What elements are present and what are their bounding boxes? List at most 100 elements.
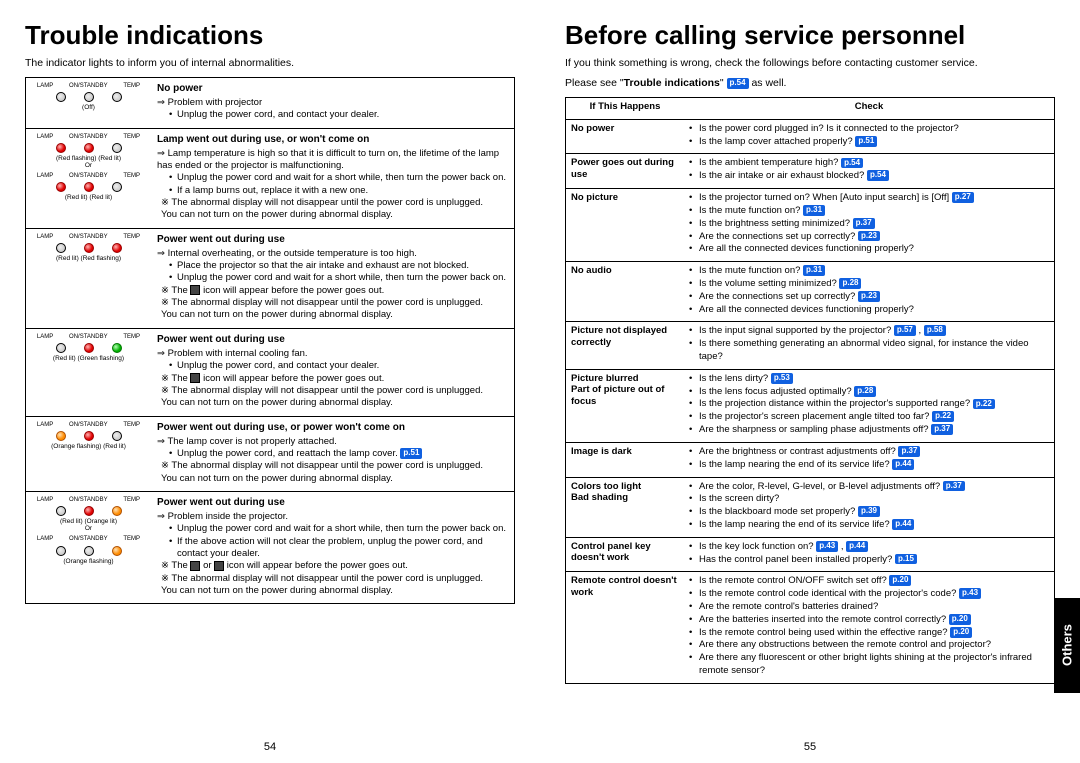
check-row: Image is dark Are the brightness or contr… — [566, 443, 1054, 478]
page-ref: p.15 — [895, 554, 917, 565]
check-row: Remote control doesn't work Is the remote… — [566, 572, 1054, 683]
indicator-cell: LAMPON/STANDBYTEMP(Red flashing) (Red li… — [26, 129, 151, 228]
row-title: Power went out during use — [157, 496, 508, 509]
check-item: Is there something generating an abnorma… — [689, 338, 1049, 364]
trouble-row: LAMPON/STANDBYTEMP(Red lit) (Green flash… — [26, 329, 514, 417]
check-item: Has the control panel been installed pro… — [689, 554, 1049, 567]
led-red-icon — [56, 143, 66, 153]
led-green-icon — [112, 343, 122, 353]
check-list: Are the brightness or contrast adjustmen… — [689, 446, 1049, 472]
trouble-table: LAMPON/STANDBYTEMP(Off) No power Problem w… — [25, 77, 515, 604]
check-table: If This Happens Check No powerIs the pow… — [565, 97, 1055, 684]
check-list: Are the color, R-level, G-level, or B-le… — [689, 481, 1049, 532]
page-ref: p.28 — [854, 386, 876, 397]
led-red-icon — [84, 143, 94, 153]
trouble-row: LAMPON/STANDBYTEMP(Orange flashing) (Red… — [26, 417, 514, 492]
check-item: Is the mute function on? p.31 — [689, 265, 1049, 278]
check-row: No powerIs the power cord plugged in? Is… — [566, 120, 1054, 155]
intro2d: as well. — [749, 77, 787, 89]
page-ref: p.58 — [924, 325, 946, 336]
row-note: You can not turn on the power during abn… — [157, 309, 508, 321]
led-red-icon — [84, 343, 94, 353]
description-cell: Lamp went out during use, or won't come … — [151, 129, 514, 228]
row-note: ※ The abnormal display will not disappea… — [157, 385, 508, 397]
page-ref: p.27 — [952, 192, 974, 203]
led-red-icon — [84, 243, 94, 253]
check-cell: Is the input signal supported by the pro… — [684, 322, 1054, 368]
left-title: Trouble indications — [25, 20, 515, 51]
check-item: Are the connections set up correctly? p.… — [689, 291, 1049, 304]
check-item: Are the brightness or contrast adjustmen… — [689, 446, 1049, 459]
page-ref: p.54 — [727, 78, 749, 89]
description-cell: Power went out during useInternal overhe… — [151, 229, 514, 328]
indicator-cell: LAMPON/STANDBYTEMP(Red lit) (Red flashin… — [26, 229, 151, 328]
right-intro1: If you think something is wrong, check t… — [565, 57, 1055, 69]
row-title: No power — [157, 82, 508, 95]
check-cell: Is the key lock function on? p.43 , p.44… — [684, 538, 1054, 572]
row-title: Power went out during use — [157, 233, 508, 246]
check-item: Is the remote control ON/OFF switch set … — [689, 575, 1049, 588]
led-off-icon — [56, 506, 66, 516]
row-cause: Problem inside the projector. — [157, 511, 508, 523]
description-cell: Power went out during use Problem inside … — [151, 492, 514, 603]
check-item: Is the key lock function on? p.43 , p.44 — [689, 541, 1049, 554]
check-row: Picture blurredPart of picture out of fo… — [566, 370, 1054, 443]
check-row: Colors too lightBad shading Are the color… — [566, 478, 1054, 538]
check-row: Control panel key doesn't workIs the key… — [566, 538, 1054, 573]
description-cell: Power went out during use Problem with in… — [151, 329, 514, 416]
row-title: Power went out during use — [157, 333, 508, 346]
check-item: Is the ambient temperature high? p.54 — [689, 157, 1049, 170]
page-ref: p.28 — [839, 278, 861, 289]
warning-icon — [190, 285, 200, 295]
check-item: Are the color, R-level, G-level, or B-le… — [689, 481, 1049, 494]
page-ref: p.51 — [400, 448, 422, 459]
symptom-cell: Image is dark — [566, 443, 684, 477]
check-item: Are all the connected devices functionin… — [689, 243, 1049, 256]
check-item: Are there any fluorescent or other brigh… — [689, 652, 1049, 678]
row-cause: Problem with projector — [157, 97, 508, 109]
row-note: ※ The icon will appear before the power … — [157, 285, 508, 297]
action-item: Unplug the power cord and wait for a sho… — [169, 172, 508, 184]
check-item: Are all the connected devices functionin… — [689, 304, 1049, 317]
page-ref: p.22 — [932, 411, 954, 422]
row-note: ※ The icon will appear before the power … — [157, 373, 508, 385]
page-ref: p.44 — [846, 541, 868, 552]
symptom-cell: Colors too lightBad shading — [566, 478, 684, 537]
check-list: Is the ambient temperature high? p.54Is … — [689, 157, 1049, 183]
action-item: Unplug the power cord and wait for a sho… — [169, 272, 508, 284]
symptom-cell: No picture — [566, 189, 684, 261]
page-ref: p.20 — [950, 627, 972, 638]
row-actions: Unplug the power cord and wait for a sho… — [157, 523, 508, 560]
page-ref: p.53 — [771, 373, 793, 384]
action-item: If the above action will not clear the p… — [169, 536, 508, 561]
row-cause: Problem with internal cooling fan. — [157, 348, 508, 360]
page-ref: p.23 — [858, 231, 880, 242]
check-item: Is the lamp nearing the end of its servi… — [689, 519, 1049, 532]
row-note: ※ The abnormal display will not disappea… — [157, 460, 508, 472]
check-item: Is the brightness setting minimized? p.3… — [689, 218, 1049, 231]
indicator-cell: LAMPON/STANDBYTEMP(Off) — [26, 78, 151, 128]
row-actions: Place the projector so that the air inta… — [157, 260, 508, 285]
page-ref: p.54 — [841, 158, 863, 169]
led-off-icon — [112, 182, 122, 192]
led-orange-icon — [112, 546, 122, 556]
row-title: Power went out during use, or power won'… — [157, 421, 508, 434]
page-ref: p.31 — [803, 265, 825, 276]
symptom-cell: Remote control doesn't work — [566, 572, 684, 683]
page-ref: p.37 — [898, 446, 920, 457]
check-item: Is the remote control being used within … — [689, 627, 1049, 640]
led-off-icon — [56, 92, 66, 102]
trouble-row: LAMPON/STANDBYTEMP(Red lit) (Orange lit)… — [26, 492, 514, 603]
page-right: Before calling service personnel If you … — [540, 0, 1080, 763]
row-note: You can not turn on the power during abn… — [157, 397, 508, 409]
row-cause: Lamp temperature is high so that it is d… — [157, 148, 508, 173]
check-list: Is the power cord plugged in? Is it conn… — [689, 123, 1049, 149]
check-item: Are the connections set up correctly? p.… — [689, 231, 1049, 244]
page-ref: p.20 — [889, 575, 911, 586]
row-actions: Unplug the power cord and wait for a sho… — [157, 172, 508, 197]
indicator-cell: LAMPON/STANDBYTEMP(Red lit) (Orange lit)… — [26, 492, 151, 603]
row-actions: Unplug the power cord, and reattach the … — [157, 448, 508, 460]
page-ref: p.37 — [853, 218, 875, 229]
left-intro: The indicator lights to inform you of in… — [25, 57, 515, 69]
check-row: Power goes out during useIs the ambient … — [566, 154, 1054, 189]
